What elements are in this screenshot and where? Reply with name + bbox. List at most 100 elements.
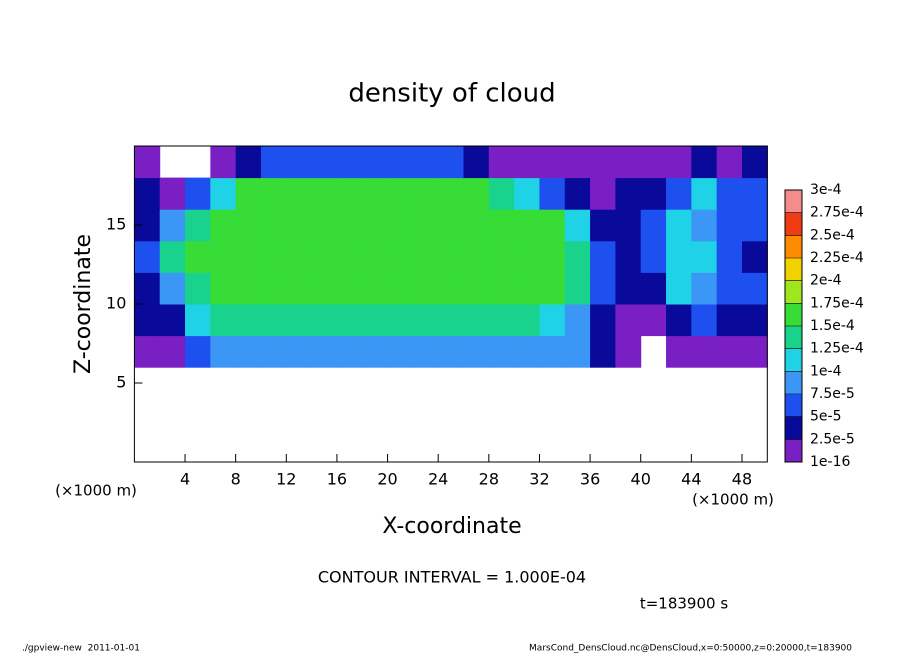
- cell: [185, 177, 211, 210]
- colorbar-band: [785, 348, 802, 372]
- cell: [539, 304, 566, 337]
- cell: [134, 177, 161, 210]
- colorbar-label: 1e-16: [810, 454, 850, 470]
- cell: [286, 209, 313, 242]
- cell: [691, 177, 718, 210]
- cell: [387, 304, 414, 337]
- cell: [210, 240, 237, 273]
- cell: [412, 177, 439, 210]
- cell: [438, 304, 465, 337]
- cell: [260, 240, 287, 273]
- cell: [235, 272, 262, 305]
- cell: [159, 304, 186, 337]
- cell: [716, 335, 743, 368]
- cell: [691, 146, 718, 179]
- cell: [185, 304, 211, 337]
- cell: [362, 335, 389, 368]
- colorbar-band: [785, 394, 802, 417]
- cell: [336, 304, 363, 337]
- cell: [590, 335, 616, 368]
- cell: [286, 146, 313, 179]
- cell: [514, 146, 540, 179]
- cell: [741, 177, 768, 210]
- cell: [362, 272, 389, 305]
- cell: [235, 240, 262, 273]
- colorbar-band: [785, 371, 802, 395]
- x-unit: (×1000 m): [692, 491, 774, 509]
- cell: [564, 272, 591, 305]
- cell: [514, 272, 540, 305]
- cell: [438, 240, 465, 273]
- colorbar-label: 5e-5: [810, 409, 841, 425]
- cell: [134, 304, 161, 337]
- cell: [438, 335, 465, 368]
- cell: [387, 209, 414, 242]
- cell: [159, 177, 186, 210]
- footer-right: MarsCond_DensCloud.nc@DensCloud,x=0:5000…: [529, 644, 852, 654]
- cell: [741, 240, 768, 273]
- cell: [666, 209, 692, 242]
- cell: [362, 146, 389, 179]
- cell: [615, 240, 642, 273]
- cell: [716, 240, 743, 273]
- x-tick-label: 36: [580, 470, 600, 489]
- colorbar-label: 2.75e-4: [810, 205, 864, 221]
- colorbar-band: [785, 326, 802, 349]
- cell: [615, 177, 642, 210]
- cell: [210, 272, 237, 305]
- cell: [514, 240, 540, 273]
- cell: [463, 304, 490, 337]
- cell: [210, 304, 237, 337]
- cell: [590, 177, 616, 210]
- cell: [741, 272, 768, 305]
- cell: [210, 146, 237, 179]
- y-tick-label: 15: [106, 215, 126, 234]
- cell: [185, 335, 211, 368]
- cell: [235, 335, 262, 368]
- cell: [514, 177, 540, 210]
- y-axis-label: Z-coordinate: [71, 234, 96, 374]
- cell: [488, 240, 515, 273]
- cell: [716, 209, 743, 242]
- cell: [311, 304, 338, 337]
- cell: [590, 240, 616, 273]
- colorbar-band: [785, 258, 802, 281]
- cell: [412, 209, 439, 242]
- x-tick-label: 16: [327, 470, 347, 489]
- cell: [362, 177, 389, 210]
- y-tick-label: 5: [116, 373, 126, 392]
- x-axis-label: X-coordinate: [382, 514, 521, 539]
- cell: [666, 146, 692, 179]
- cell: [412, 335, 439, 368]
- cell: [539, 335, 566, 368]
- colorbar-label: 7.5e-5: [810, 386, 855, 402]
- cell: [590, 146, 616, 179]
- cell: [134, 240, 161, 273]
- x-tick-label: 20: [377, 470, 397, 489]
- colorbar-label: 2.25e-4: [810, 250, 864, 266]
- colorbar-label: 2e-4: [810, 273, 842, 289]
- cell: [412, 146, 439, 179]
- cell: [590, 209, 616, 242]
- cell: [286, 304, 313, 337]
- cell: [741, 146, 768, 179]
- colorbar-band: [785, 303, 802, 327]
- cell: [539, 240, 566, 273]
- cell: [640, 240, 667, 273]
- x-tick-label: 48: [732, 470, 752, 489]
- colorbar-band: [785, 212, 802, 236]
- cell: [590, 304, 616, 337]
- cell: [311, 177, 338, 210]
- cell: [691, 272, 718, 305]
- cell: [412, 240, 439, 273]
- cell: [488, 335, 515, 368]
- cell: [159, 272, 186, 305]
- cell: [336, 209, 363, 242]
- cell: [666, 177, 692, 210]
- cell: [741, 335, 768, 368]
- cell: [691, 209, 718, 242]
- time-label: t=183900 s: [640, 595, 728, 613]
- cell: [615, 146, 642, 179]
- cell: [691, 240, 718, 273]
- cell: [564, 304, 591, 337]
